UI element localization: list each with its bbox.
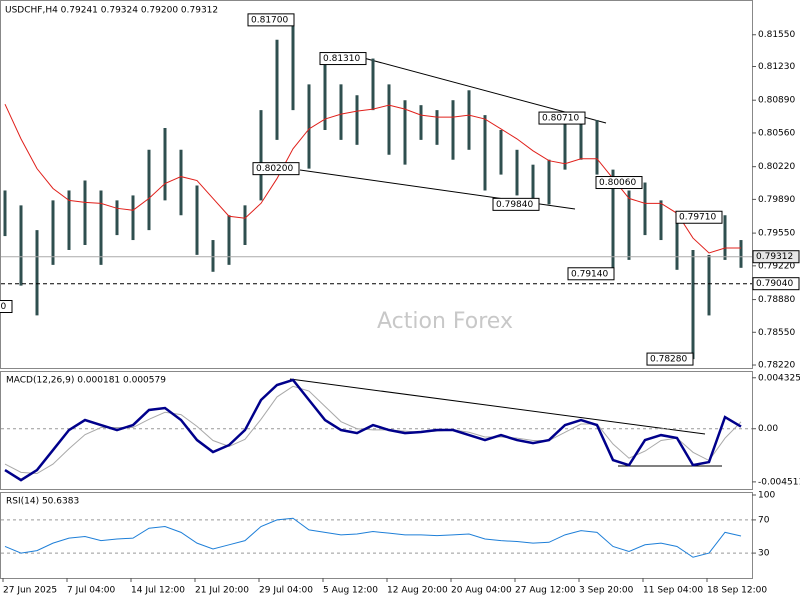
x-tick-label: 14 Jul 12:00 bbox=[131, 586, 185, 596]
annotation-box bbox=[538, 111, 586, 125]
rsi-title: RSI(14) 50.6383 bbox=[6, 497, 79, 507]
x-tick-label: 3 Sep 20:00 bbox=[579, 586, 634, 596]
annotation-box bbox=[319, 52, 367, 66]
y-tick-label: 30 bbox=[758, 549, 770, 559]
annotation-box bbox=[492, 197, 540, 211]
rsi-panel bbox=[0, 492, 753, 579]
y-tick-label: 0.80560 bbox=[758, 128, 795, 138]
y-tick-label: 0.78880 bbox=[758, 295, 795, 305]
y-tick-label: 0.004325 bbox=[758, 373, 800, 383]
macd-title: MACD(12,26,9) 0.000181 0.000579 bbox=[6, 376, 166, 386]
macd-panel bbox=[0, 371, 753, 490]
annotation-label: 0.81310 bbox=[323, 54, 360, 64]
x-tick-label: 27 Jun 2025 bbox=[3, 586, 57, 596]
annotation-label: 0.80710 bbox=[542, 114, 579, 124]
watermark: Action Forex bbox=[377, 309, 513, 334]
x-tick-label: 11 Sep 04:00 bbox=[643, 586, 703, 596]
annotation-box bbox=[247, 13, 295, 27]
x-tick-label: 29 Jul 04:00 bbox=[259, 586, 313, 596]
x-tick-label: 27 Aug 12:00 bbox=[515, 586, 576, 596]
y-tick-label: 0.79550 bbox=[758, 229, 795, 239]
y-tick-label: 0.79220 bbox=[758, 261, 795, 271]
price-label: 0.79040 bbox=[756, 279, 793, 289]
y-tick-label: 0.78220 bbox=[758, 361, 795, 371]
annotation-label: 0.80200 bbox=[256, 164, 293, 174]
annotation-box bbox=[567, 267, 615, 281]
annotation-label: 0.79710 bbox=[679, 213, 716, 223]
rsi-line bbox=[4, 517, 742, 558]
price-label: 0.79312 bbox=[756, 252, 793, 262]
x-tick-label: 7 Jul 04:00 bbox=[67, 586, 116, 596]
annotation-label: 0.78810 bbox=[0, 302, 6, 312]
x-tick-label: 20 Aug 04:00 bbox=[451, 586, 512, 596]
y-tick-label: 0.80220 bbox=[758, 162, 795, 172]
y-tick-label: 70 bbox=[758, 515, 770, 525]
y-tick-label: 0.80890 bbox=[758, 96, 795, 106]
y-tick-label: 0.00 bbox=[758, 424, 778, 434]
price-panel bbox=[0, 0, 753, 369]
y-tick-label: 0.79890 bbox=[758, 195, 795, 205]
price-label-box bbox=[752, 250, 800, 264]
annotation-label: 0.81700 bbox=[251, 15, 288, 25]
x-tick-label: 21 Jul 20:00 bbox=[195, 586, 249, 596]
annotation-box bbox=[646, 352, 694, 366]
y-tick-label: 0.81550 bbox=[758, 30, 795, 40]
x-tick-label: 18 Sep 12:00 bbox=[707, 586, 767, 596]
trendline bbox=[289, 378, 706, 435]
x-tick-label: 12 Aug 20:00 bbox=[387, 586, 448, 596]
annotation-box bbox=[252, 162, 300, 176]
annotation-label: 0.80060 bbox=[599, 178, 636, 188]
annotation-label: 0.79140 bbox=[571, 269, 608, 279]
x-tick-label: 5 Aug 12:00 bbox=[323, 586, 378, 596]
annotation-box bbox=[675, 210, 723, 224]
y-tick-label: 0.78550 bbox=[758, 328, 795, 338]
macd-line bbox=[4, 378, 742, 482]
price-label-box bbox=[752, 277, 800, 291]
annotation-box bbox=[0, 300, 13, 314]
header: USDCHF,H4 0.79241 0.79324 0.79200 0.7931… bbox=[5, 6, 218, 16]
y-tick-label: 0.81230 bbox=[758, 62, 795, 72]
y-tick-label: -0.004511 bbox=[758, 477, 800, 487]
annotation-label: 0.79840 bbox=[496, 200, 533, 210]
y-tick-label: 100 bbox=[758, 491, 775, 501]
trendline bbox=[344, 52, 607, 124]
annotation-box bbox=[595, 176, 643, 190]
annotation-label: 0.78280 bbox=[650, 355, 687, 365]
